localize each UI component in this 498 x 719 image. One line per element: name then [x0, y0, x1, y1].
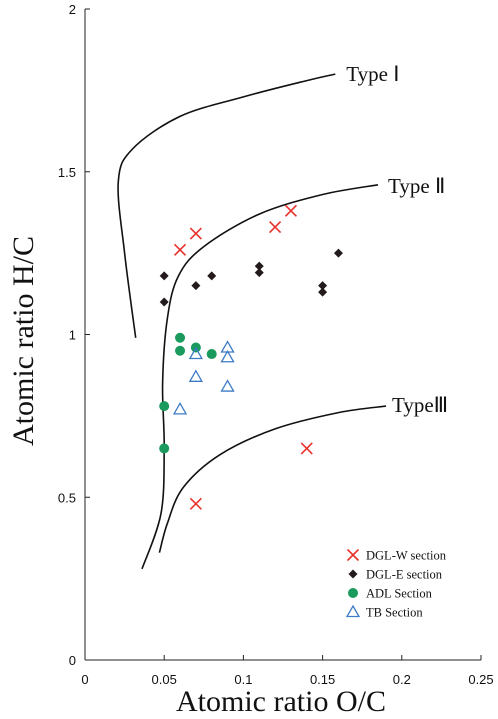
x-tick-label: 0.1	[234, 672, 252, 687]
series-2	[159, 248, 343, 307]
data-point	[206, 349, 217, 360]
data-point	[188, 369, 204, 382]
x-tick-label: 0.25	[468, 672, 493, 687]
data-points	[159, 204, 343, 510]
series-3	[159, 332, 217, 454]
type-curve-1	[117, 73, 336, 338]
data-point	[284, 204, 297, 217]
type-curve-2	[141, 184, 379, 570]
data-point	[188, 346, 204, 360]
data-point	[159, 297, 169, 307]
data-point	[175, 332, 186, 343]
data-point	[173, 243, 187, 256]
data-point	[318, 287, 328, 297]
x-tick-label: 0.2	[393, 672, 411, 687]
x-tick-label: 0.15	[310, 672, 335, 687]
data-point	[159, 271, 169, 281]
data-point	[191, 281, 201, 291]
data-point	[175, 345, 186, 356]
data-point	[172, 402, 188, 415]
data-point	[220, 349, 235, 363]
series-4	[172, 340, 235, 415]
y-tick-label: 2	[69, 2, 76, 17]
data-point	[269, 221, 282, 234]
legend-label-1: DGL-W section	[366, 549, 447, 563]
data-point	[318, 281, 328, 291]
y-tick-label: 0.5	[58, 490, 76, 505]
legend-marker-4	[345, 604, 361, 618]
data-point	[333, 248, 343, 258]
legend-marker-1	[346, 548, 360, 562]
legend-marker-3	[348, 588, 358, 598]
data-point	[189, 497, 202, 510]
x-tick-label: 0.05	[152, 672, 177, 687]
x-axis-title: Atomic ratio O/C	[176, 685, 386, 718]
type-label-3: TypeⅢ	[392, 393, 448, 417]
y-tick-label: 0	[69, 653, 76, 668]
x-tick-label: 0	[81, 672, 88, 687]
data-point	[300, 442, 313, 455]
data-point	[159, 443, 170, 454]
data-point	[207, 271, 217, 281]
legend-label-4: TB Section	[366, 606, 423, 620]
y-tick-label: 1.5	[58, 165, 76, 180]
y-axis-title: Atomic ratio H/C	[7, 236, 40, 446]
legend-label-3: ADL Section	[366, 587, 433, 601]
type-label-1: Type Ⅰ	[346, 62, 399, 86]
type-label-2: Type Ⅱ	[388, 174, 445, 198]
data-point	[189, 227, 202, 240]
type-curves: Type Ⅰ Type Ⅱ TypeⅢ	[117, 62, 448, 570]
legend: DGL-W section DGL-E section ADL Section TB …	[345, 548, 447, 620]
axes: 0 0.05 0.1 0.15 0.2 0.25 0 0.5 1 1.5 2	[58, 2, 494, 687]
data-point	[254, 268, 264, 278]
legend-marker-2	[348, 569, 358, 579]
y-tick-label: 1	[69, 328, 76, 343]
series-1	[173, 204, 313, 510]
data-point	[254, 261, 264, 271]
legend-label-2: DGL-E section	[366, 568, 443, 582]
type-curve-3	[158, 405, 387, 553]
data-point	[159, 401, 170, 412]
data-point	[220, 379, 235, 392]
